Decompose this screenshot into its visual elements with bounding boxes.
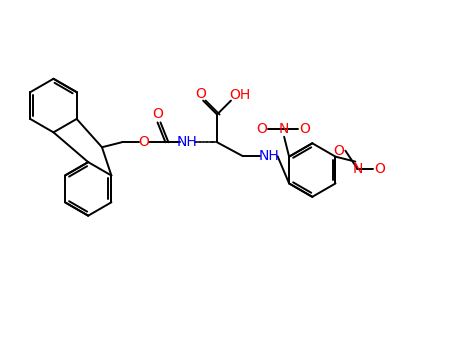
Text: N: N (351, 162, 362, 176)
Text: O: O (332, 144, 343, 158)
Text: O: O (255, 122, 266, 136)
Text: O: O (152, 107, 163, 121)
Text: OH: OH (229, 88, 250, 102)
Text: NH: NH (258, 149, 278, 163)
Text: O: O (138, 135, 149, 149)
Text: O: O (299, 122, 310, 136)
Text: N: N (278, 122, 289, 136)
Text: O: O (195, 87, 206, 101)
Text: NH: NH (177, 135, 197, 149)
Text: O: O (374, 162, 385, 176)
